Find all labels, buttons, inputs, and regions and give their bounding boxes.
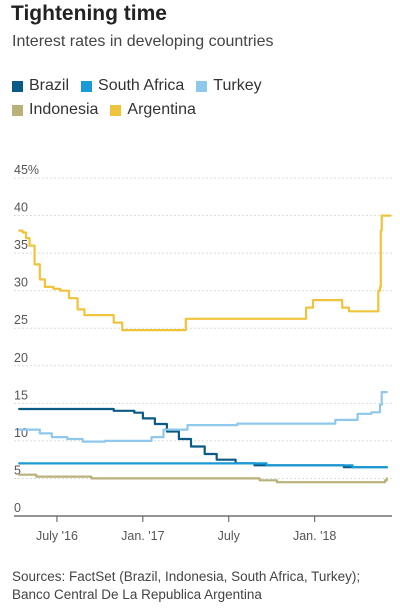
y-tick-label: 5: [14, 463, 21, 477]
legend-item-turkey: Turkey: [196, 77, 262, 95]
series-line-argentina: [18, 214, 392, 332]
series-line-indonesia: [18, 473, 388, 484]
y-tick-label: 15: [14, 388, 28, 402]
legend: Brazil South Africa Turkey Indonesia Arg…: [12, 74, 392, 122]
legend-item-brazil: Brazil: [12, 77, 69, 95]
y-tick-label: 30: [14, 276, 28, 290]
legend-swatch-argentina: [110, 104, 122, 116]
y-tick-label: 10: [14, 426, 28, 440]
series-line-turkey: [18, 391, 388, 443]
legend-row-2: Indonesia Argentina: [12, 98, 392, 122]
chart-subtitle: Interest rates in developing countries: [12, 33, 274, 50]
legend-swatch-brazil: [12, 80, 23, 92]
legend-swatch-indonesia: [12, 104, 23, 116]
legend-label-south-africa: South Africa: [98, 77, 185, 94]
line-chart: 0 5 10 15 20 25 30 35 40 45% July '16 Jan. '17 July J…: [14, 163, 392, 543]
legend-label-argentina: Argentina: [127, 101, 196, 118]
y-tick-label: 45%: [14, 163, 39, 177]
legend-item-indonesia: Indonesia: [12, 101, 98, 119]
y-tick-label: 35: [14, 238, 28, 252]
legend-label-turkey: Turkey: [213, 77, 262, 94]
legend-label-indonesia: Indonesia: [29, 101, 99, 118]
legend-row-1: Brazil South Africa Turkey: [12, 74, 392, 98]
x-tick-label: Jan. '17: [121, 529, 164, 543]
legend-item-argentina: Argentina: [110, 101, 196, 119]
source-note: Sources: FactSet (Brazil, Indonesia, Sou…: [12, 569, 361, 602]
legend-item-south-africa: South Africa: [81, 77, 184, 95]
y-tick-label: 0: [14, 501, 21, 515]
series-line-south-africa: [18, 462, 388, 469]
y-tick-label: 20: [14, 351, 28, 365]
y-tick-label: 25: [14, 313, 28, 327]
legend-swatch-turkey: [196, 80, 208, 92]
chart-title: Tightening time: [11, 2, 167, 25]
x-tick-label: July: [218, 529, 241, 543]
x-tick-label: July '16: [36, 529, 78, 543]
y-tick-label: 40: [14, 201, 28, 215]
legend-swatch-south-africa: [81, 80, 93, 92]
x-tick-label: Jan. '18: [293, 529, 336, 543]
legend-label-brazil: Brazil: [29, 77, 70, 94]
